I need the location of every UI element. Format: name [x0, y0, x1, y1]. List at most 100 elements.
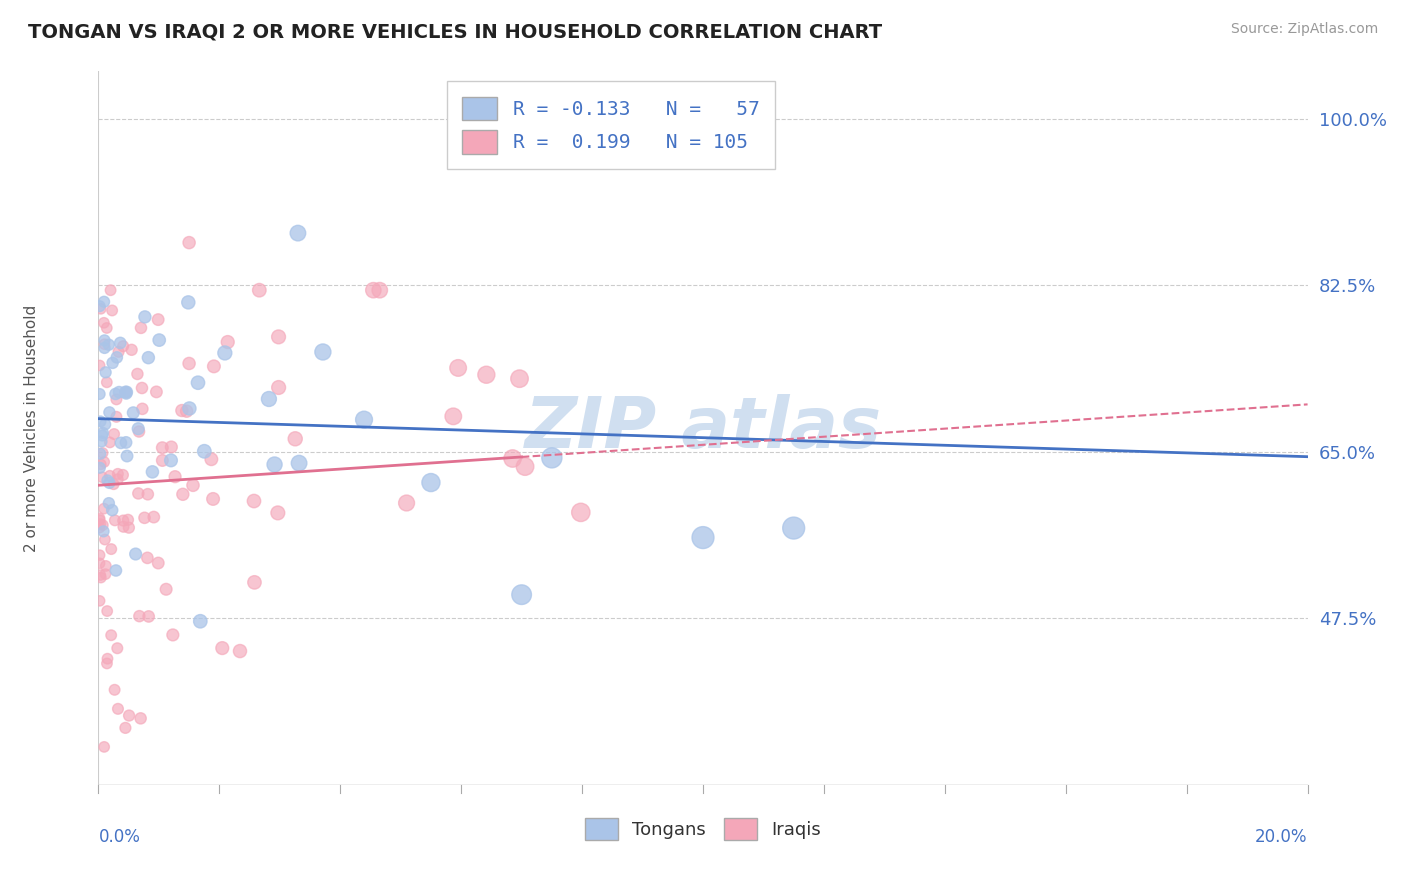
- Point: [97, 496, 120, 510]
- Point: [97, 337, 120, 351]
- Point: [475, 368, 498, 382]
- Point: [243, 494, 266, 508]
- Point: [122, 406, 145, 420]
- Point: [128, 425, 150, 439]
- Point: [103, 477, 125, 491]
- Point: [187, 376, 209, 390]
- Point: [93, 739, 115, 754]
- Point: [105, 351, 128, 365]
- Point: [103, 427, 125, 442]
- Point: [96, 474, 118, 488]
- Point: [105, 641, 128, 656]
- Point: [214, 346, 236, 360]
- Point: [129, 711, 152, 725]
- Point: [94, 558, 117, 573]
- Point: [148, 333, 170, 347]
- Point: [112, 339, 135, 353]
- Point: [89, 568, 111, 582]
- Point: [121, 343, 143, 357]
- Point: [692, 531, 714, 545]
- Text: 2 or more Vehicles in Household: 2 or more Vehicles in Household: [24, 304, 39, 552]
- Point: [160, 453, 183, 467]
- Point: [217, 334, 239, 349]
- Point: [104, 387, 127, 401]
- Point: [247, 283, 270, 297]
- Point: [115, 449, 138, 463]
- Point: [115, 386, 138, 401]
- Point: [267, 330, 290, 344]
- Point: [136, 550, 159, 565]
- Point: [100, 542, 122, 557]
- Point: [89, 299, 111, 313]
- Point: [118, 708, 141, 723]
- Point: [101, 303, 124, 318]
- Point: [160, 440, 183, 454]
- Point: [502, 451, 524, 466]
- Point: [96, 657, 118, 671]
- Point: [91, 428, 114, 442]
- Point: [395, 496, 418, 510]
- Point: [368, 283, 391, 297]
- Point: [89, 557, 111, 571]
- Point: [90, 301, 112, 316]
- Point: [131, 381, 153, 395]
- Point: [112, 520, 135, 534]
- Point: [105, 409, 128, 424]
- Point: [138, 609, 160, 624]
- Text: ZIP atlas: ZIP atlas: [524, 393, 882, 463]
- Point: [90, 571, 112, 585]
- Point: [177, 295, 200, 310]
- Point: [93, 316, 115, 330]
- Point: [569, 505, 592, 519]
- Point: [89, 511, 111, 525]
- Point: [101, 356, 124, 370]
- Point: [146, 312, 169, 326]
- Point: [96, 321, 118, 335]
- Point: [229, 644, 252, 658]
- Point: [136, 487, 159, 501]
- Point: [124, 547, 146, 561]
- Point: [131, 401, 153, 416]
- Point: [263, 458, 285, 472]
- Point: [111, 467, 134, 482]
- Point: [150, 453, 173, 467]
- Point: [181, 478, 204, 492]
- Point: [98, 435, 121, 450]
- Point: [115, 435, 138, 450]
- Legend: Tongans, Iraqis: Tongans, Iraqis: [578, 811, 828, 847]
- Point: [267, 380, 290, 394]
- Point: [93, 337, 115, 351]
- Point: [288, 456, 311, 470]
- Point: [783, 521, 806, 535]
- Point: [127, 486, 149, 500]
- Point: [177, 356, 200, 370]
- Point: [98, 468, 121, 483]
- Point: [162, 628, 184, 642]
- Point: [94, 533, 117, 547]
- Point: [128, 609, 150, 624]
- Point: [91, 425, 114, 440]
- Point: [94, 417, 117, 432]
- Point: [90, 434, 112, 449]
- Point: [91, 446, 114, 460]
- Point: [211, 641, 233, 656]
- Point: [107, 467, 129, 481]
- Point: [127, 422, 149, 436]
- Point: [170, 403, 193, 417]
- Point: [441, 409, 464, 424]
- Point: [134, 511, 156, 525]
- Point: [93, 334, 115, 348]
- Point: [165, 469, 187, 483]
- Point: [284, 432, 307, 446]
- Point: [155, 582, 177, 597]
- Point: [150, 441, 173, 455]
- Point: [118, 521, 141, 535]
- Point: [447, 360, 470, 375]
- Point: [89, 548, 111, 562]
- Point: [202, 491, 225, 506]
- Point: [89, 447, 111, 461]
- Text: 0.0%: 0.0%: [98, 828, 141, 846]
- Point: [114, 384, 136, 399]
- Point: [93, 455, 115, 469]
- Point: [100, 628, 122, 642]
